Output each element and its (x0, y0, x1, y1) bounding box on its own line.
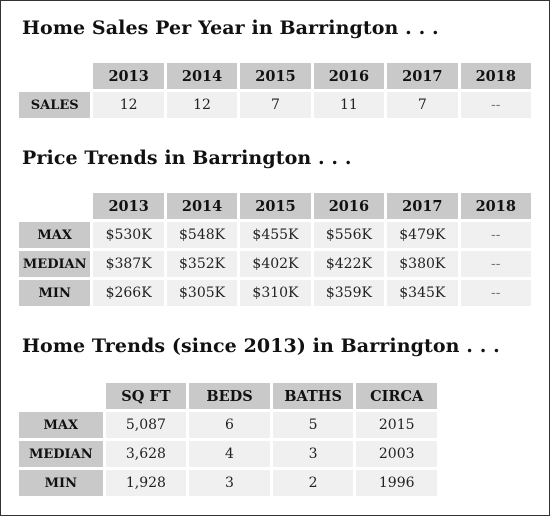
year-header: 2013 (93, 193, 164, 219)
price-value: -- (460, 251, 531, 277)
price-value: $548K (166, 222, 238, 248)
home-value: 4 (189, 441, 270, 467)
table-row: MEDIAN $387K $352K $402K $422K $380K -- (19, 251, 531, 277)
row-label: MIN (19, 280, 91, 306)
row-label: MAX (19, 222, 91, 248)
home-value: 6 (189, 412, 270, 438)
column-header: SQ FT (105, 383, 187, 409)
corner-cell (19, 383, 103, 409)
price-value: $402K (240, 251, 311, 277)
year-header: 2016 (313, 63, 385, 89)
year-header: 2016 (313, 193, 385, 219)
sales-value: 12 (93, 92, 164, 118)
homes-section-title: Home Trends (since 2013) in Barrington .… (22, 335, 500, 357)
price-value: $422K (313, 251, 385, 277)
column-header: BEDS (189, 383, 270, 409)
row-label: MIN (19, 470, 103, 496)
year-header: 2014 (166, 63, 238, 89)
column-header: BATHS (272, 383, 354, 409)
price-value: $455K (240, 222, 311, 248)
price-value: $380K (387, 251, 458, 277)
price-value: $305K (166, 280, 238, 306)
row-label: MEDIAN (19, 251, 91, 277)
home-value: 2 (272, 470, 354, 496)
sales-value: -- (460, 92, 531, 118)
year-header: 2015 (240, 193, 311, 219)
price-value: $266K (93, 280, 164, 306)
row-label: SALES (19, 92, 91, 118)
table-row: MIN 1,928 3 2 1996 (19, 470, 437, 496)
home-value: 1,928 (105, 470, 187, 496)
year-header: 2015 (240, 63, 311, 89)
year-header: 2018 (460, 63, 531, 89)
prices-section-title: Price Trends in Barrington . . . (22, 147, 352, 169)
year-header: 2017 (387, 63, 458, 89)
table-row: MEDIAN 3,628 4 3 2003 (19, 441, 437, 467)
year-header: 2014 (166, 193, 238, 219)
price-value: $530K (93, 222, 164, 248)
price-value: $387K (93, 251, 164, 277)
year-header: 2018 (460, 193, 531, 219)
sales-section-title: Home Sales Per Year in Barrington . . . (22, 17, 439, 39)
row-label: MEDIAN (19, 441, 103, 467)
home-value: 3 (189, 470, 270, 496)
year-header: 2017 (387, 193, 458, 219)
sales-value: 11 (313, 92, 385, 118)
price-value: $556K (313, 222, 385, 248)
home-value: 2015 (356, 412, 437, 438)
year-header: 2013 (93, 63, 164, 89)
home-value: 5,087 (105, 412, 187, 438)
homes-header-row: SQ FT BEDS BATHS CIRCA (19, 383, 437, 409)
table-row: SALES 12 12 7 11 7 -- (19, 92, 531, 118)
row-label: MAX (19, 412, 103, 438)
home-value: 5 (272, 412, 354, 438)
price-value: -- (460, 280, 531, 306)
corner-cell (19, 193, 90, 219)
sales-value: 7 (387, 92, 458, 118)
price-value: $479K (387, 222, 458, 248)
home-value: 3,628 (105, 441, 187, 467)
sales-header-row: 2013 2014 2015 2016 2017 2018 (19, 63, 531, 89)
table-row: MAX 5,087 6 5 2015 (19, 412, 437, 438)
price-value: -- (460, 222, 531, 248)
corner-cell (19, 63, 90, 89)
table-row: MAX $530K $548K $455K $556K $479K -- (19, 222, 531, 248)
prices-header-row: 2013 2014 2015 2016 2017 2018 (19, 193, 531, 219)
prices-table: 2013 2014 2015 2016 2017 2018 MAX $530K … (16, 190, 534, 309)
table-row: MIN $266K $305K $310K $359K $345K -- (19, 280, 531, 306)
price-value: $359K (313, 280, 385, 306)
sales-value: 12 (166, 92, 238, 118)
price-value: $345K (387, 280, 458, 306)
sales-table: 2013 2014 2015 2016 2017 2018 SALES 12 1… (16, 60, 534, 121)
home-value: 2003 (356, 441, 437, 467)
sales-value: 7 (240, 92, 311, 118)
column-header: CIRCA (356, 383, 437, 409)
price-value: $310K (240, 280, 311, 306)
home-value: 3 (272, 441, 354, 467)
home-value: 1996 (356, 470, 437, 496)
price-value: $352K (166, 251, 238, 277)
homes-table: SQ FT BEDS BATHS CIRCA MAX 5,087 6 5 201… (16, 380, 440, 499)
